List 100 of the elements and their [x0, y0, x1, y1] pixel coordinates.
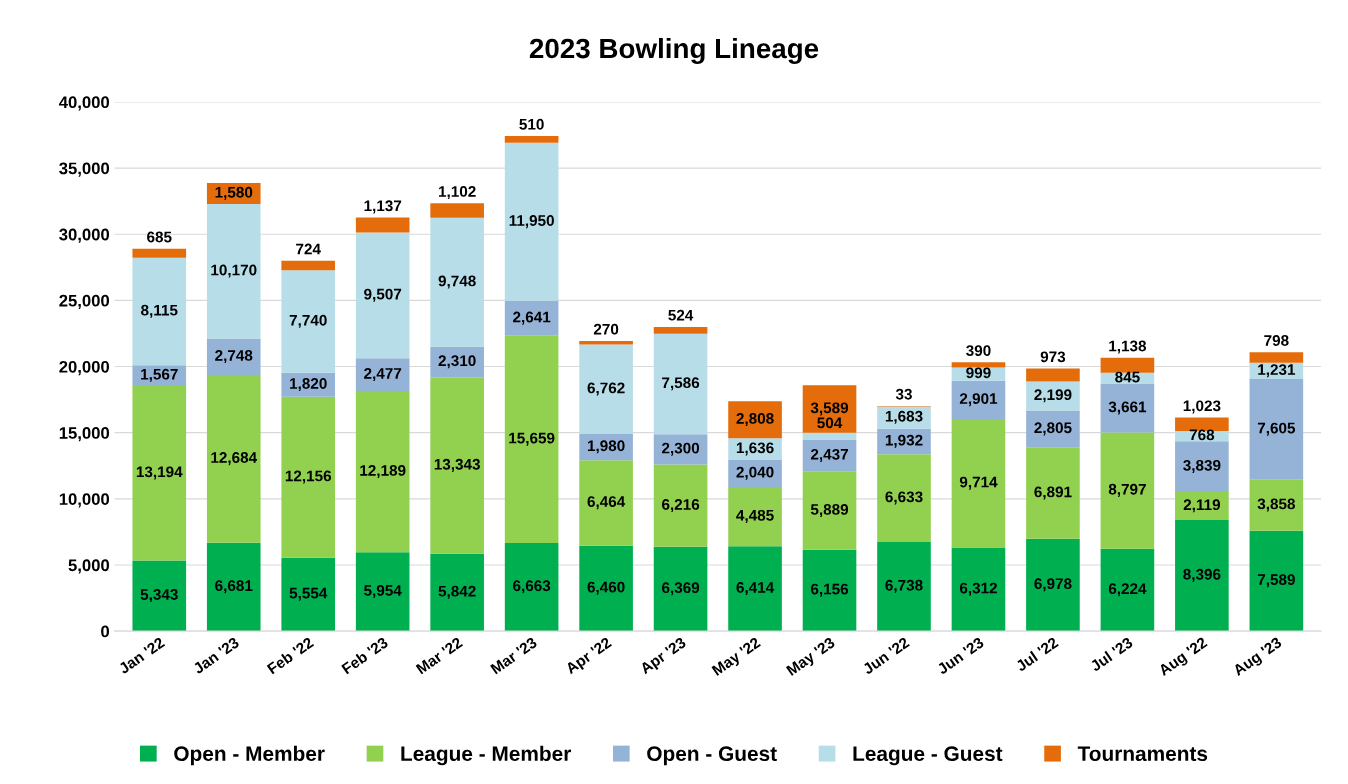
data-label: 6,369	[662, 582, 700, 596]
data-label: 8,797	[1108, 483, 1146, 497]
data-label: 11,950	[509, 215, 554, 229]
data-label: 6,414	[736, 581, 775, 596]
data-label: 6,663	[513, 580, 551, 594]
data-label: 33	[895, 388, 912, 400]
data-label: 1,636	[736, 442, 774, 456]
data-label: 2,748	[215, 350, 253, 364]
data-label: 8,115	[141, 304, 178, 318]
legend-label: League - Guest	[853, 746, 1003, 766]
data-label: 7,586	[662, 377, 700, 391]
bar	[1026, 410, 1080, 448]
data-label: 3,661	[1108, 401, 1147, 415]
bar	[1100, 432, 1155, 549]
bar	[206, 204, 261, 339]
data-label: 2,300	[661, 442, 700, 456]
data-label: 6,681	[215, 580, 253, 594]
x-tick-label: Jan '22	[117, 636, 166, 675]
legend-label: League - Member	[401, 745, 571, 766]
data-label: 1,231	[1258, 364, 1296, 378]
x-tick-label: Aug '23	[1232, 636, 1285, 679]
data-label: 1,980	[587, 440, 625, 454]
x-tick-label: Aug '22	[1157, 636, 1210, 679]
bar	[653, 434, 708, 465]
data-label: 6,156	[810, 583, 849, 597]
bar	[802, 471, 857, 550]
x-tick-label: Jun '23	[936, 636, 985, 675]
data-label: 13,194	[136, 466, 183, 480]
data-label: 4,485	[736, 509, 774, 523]
x-tick-label: Apr '23	[639, 636, 689, 677]
data-label: 270	[593, 323, 619, 335]
data-label: 5,842	[438, 585, 476, 599]
bar	[355, 391, 410, 553]
bar	[1026, 368, 1080, 382]
x-tick-label: Jun '22	[861, 636, 910, 675]
bar	[579, 545, 633, 632]
x-tick-label: Mar '23	[490, 636, 538, 675]
x-tick-label: Jul '23	[1089, 636, 1134, 672]
bar	[1100, 383, 1155, 433]
bar	[1026, 447, 1080, 539]
data-label: 12,684	[211, 452, 258, 466]
data-label: 6,762	[587, 382, 625, 396]
bar	[653, 546, 708, 632]
bar	[728, 546, 782, 632]
bar	[802, 432, 857, 440]
data-label: 12,156	[285, 470, 332, 484]
bar	[430, 217, 484, 347]
x-tick-label: May '23	[785, 636, 838, 679]
bar	[355, 358, 410, 392]
data-label: 9,507	[364, 288, 402, 302]
bar	[951, 419, 1006, 548]
y-tick-label: 35,000	[59, 162, 110, 177]
data-label: 6,460	[587, 581, 625, 595]
data-label: 7,605	[1257, 422, 1296, 436]
y-tick-label: 5,000	[68, 559, 110, 574]
bar	[206, 542, 261, 632]
y-tick-label: 40,000	[59, 96, 110, 111]
bar	[504, 300, 559, 336]
data-label: 2,477	[364, 367, 402, 382]
bar	[206, 338, 261, 375]
bar	[504, 542, 559, 632]
bar	[1249, 352, 1304, 363]
x-tick-label: Feb '22	[266, 636, 315, 675]
y-tick-label: 15,000	[59, 427, 110, 442]
data-label: 10,170	[211, 264, 257, 278]
bar	[579, 344, 633, 434]
data-label: 8,396	[1183, 568, 1221, 582]
data-label: 1,567	[141, 368, 178, 382]
legend-label: Open - Member	[174, 745, 325, 766]
bar	[355, 232, 410, 359]
bar	[504, 142, 559, 301]
data-label: 1,820	[290, 378, 327, 392]
x-tick-label: Jan '23	[192, 636, 240, 675]
bar	[132, 248, 187, 258]
bar	[653, 333, 708, 435]
bar	[579, 460, 633, 546]
bar	[1175, 441, 1229, 493]
data-label: 6,312	[959, 582, 997, 596]
bar	[206, 374, 261, 543]
data-label: 1,138	[1109, 340, 1147, 354]
legend-label: Open - Guest	[647, 746, 777, 766]
data-label: 3,589	[810, 402, 849, 416]
y-tick-label: 0	[101, 625, 110, 638]
y-tick-label: 30,000	[59, 228, 110, 243]
data-label: 2,040	[736, 466, 774, 480]
data-label: 2,310	[438, 355, 476, 369]
data-label: 999	[966, 367, 991, 379]
x-tick-label: Feb '23	[340, 636, 389, 675]
data-label: 2,641	[513, 311, 551, 325]
data-label: 9,714	[959, 476, 998, 490]
data-label: 12,189	[360, 465, 406, 479]
bar	[132, 560, 187, 632]
bar	[728, 401, 782, 439]
bar	[1175, 520, 1229, 632]
bar	[355, 217, 410, 233]
bar	[653, 326, 708, 334]
bar	[430, 553, 484, 632]
data-label: 2,805	[1034, 422, 1072, 436]
x-tick-label: Apr '22	[564, 636, 614, 677]
data-label: 7,589	[1257, 574, 1295, 588]
